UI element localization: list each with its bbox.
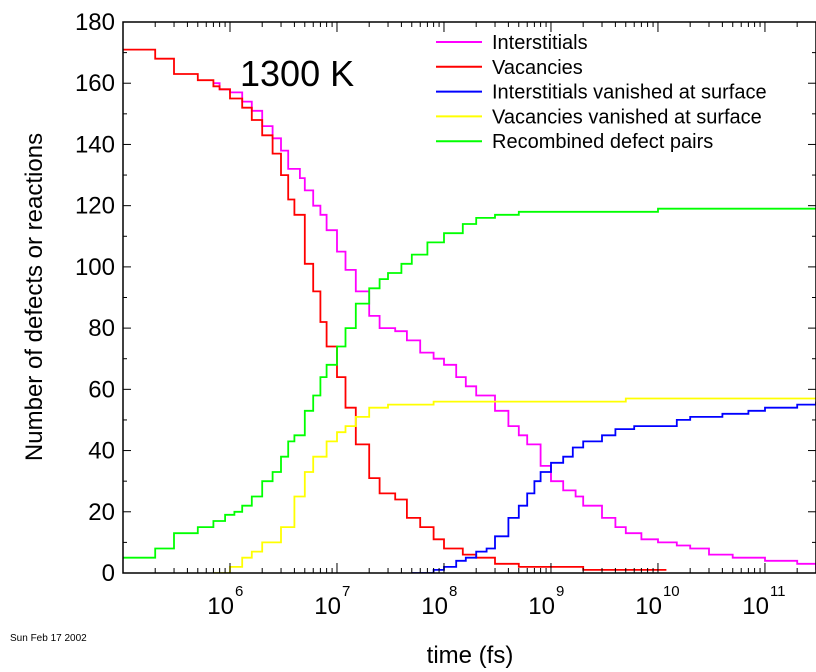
x-tick-label: 10 (314, 593, 341, 620)
x-tick-exponent: 8 (449, 583, 457, 600)
legend-label: Recombined defect pairs (492, 131, 713, 153)
series-line-4 (213, 397, 816, 573)
legend-label: Vacancies vanished at surface (492, 106, 762, 128)
date-footer: Sun Feb 17 2002 (10, 633, 87, 644)
legend: Interstitials Vacancies Interstitials vani… (436, 32, 767, 153)
x-tick-exponent: 7 (342, 583, 350, 600)
x-tick-exponent: 10 (663, 583, 680, 600)
y-tick-label: 120 (75, 193, 115, 220)
y-tick-label: 40 (88, 438, 115, 465)
series-line-3 (411, 401, 816, 573)
x-tick-label: 10 (742, 593, 769, 620)
series-layer (123, 48, 816, 573)
y-axis-title: Number of defects or reactions (21, 133, 48, 461)
y-axis: 0 20 40 60 80 100 120 140 160 180 (75, 9, 816, 587)
y-tick-label: 100 (75, 254, 115, 281)
y-tick-label: 180 (75, 9, 115, 36)
y-tick-label: 0 (102, 560, 115, 587)
x-tick-exponent: 6 (235, 583, 243, 600)
y-tick-label: 160 (75, 70, 115, 97)
series-line-1 (213, 82, 816, 570)
y-tick-label: 140 (75, 131, 115, 158)
x-tick-exponent: 11 (770, 583, 786, 600)
x-tick-exponent: 9 (556, 583, 564, 600)
temperature-annotation: 1300 K (240, 53, 354, 94)
legend-label: Vacancies (492, 57, 583, 79)
x-tick-label: 10 (635, 593, 662, 620)
series-line-5 (123, 207, 816, 559)
x-tick-label: 10 (421, 593, 448, 620)
x-tick-label: 10 (207, 593, 234, 620)
plot-frame (122, 21, 816, 574)
y-tick-label: 20 (88, 499, 115, 526)
legend-label: Interstitials vanished at surface (492, 82, 767, 104)
x-tick-label: 10 (528, 593, 555, 620)
legend-label: Interstitials (492, 32, 588, 54)
series-line-2 (123, 48, 667, 571)
x-axis-title: time (fs) (427, 642, 514, 669)
y-tick-label: 60 (88, 376, 115, 403)
y-tick-label: 80 (88, 315, 115, 342)
